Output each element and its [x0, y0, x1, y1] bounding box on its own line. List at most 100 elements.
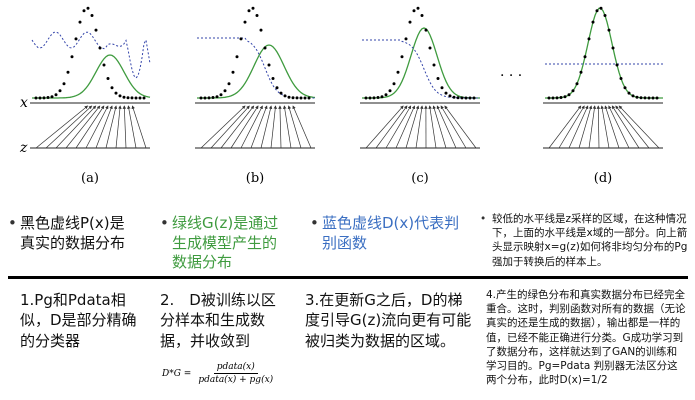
data-dot — [424, 28, 428, 32]
description: 4.产生的绿色分布和真实数据分布已经完全重合。这时，判别函数对所有的数据（无论真… — [486, 289, 686, 387]
mapping-arrow — [75, 105, 105, 149]
mapping-arrow — [127, 105, 137, 149]
data-dot — [142, 96, 146, 100]
data-dot — [275, 86, 279, 90]
data-dot — [295, 96, 299, 100]
data-dot — [428, 46, 432, 50]
data-dot — [472, 96, 476, 100]
formula: D*G = pdata(x) pdata(x) + pg(x) — [162, 362, 276, 385]
data-dot — [235, 55, 239, 59]
mapping-arrow — [292, 105, 312, 149]
data-dot — [303, 96, 307, 100]
note: 蓝色虚线D(x)代表判别函数 — [310, 214, 462, 253]
data-dot — [86, 6, 90, 10]
data-dot — [627, 91, 631, 95]
data-dot — [655, 96, 659, 100]
generator-curve — [545, 7, 663, 99]
mapping-arrow — [115, 105, 122, 149]
generator-curve — [32, 54, 151, 99]
mapping-arrow — [405, 105, 420, 149]
data-dot — [267, 63, 271, 67]
discriminator-curve — [362, 39, 480, 99]
data-dot — [368, 96, 372, 100]
data-dot — [251, 6, 255, 10]
mapping-arrow — [240, 105, 263, 149]
data-dot — [54, 93, 58, 97]
mapping-arrow — [122, 105, 127, 149]
fraction: pdata(x) pdata(x) + pg(x) — [195, 362, 276, 385]
mapping-arrow — [428, 105, 437, 149]
data-dot — [203, 96, 207, 100]
description: 1.Pg和Pdata相似，D是部分精确的分类器 — [20, 291, 137, 350]
data-dot — [412, 9, 416, 13]
data-dot — [46, 96, 50, 99]
data-dot — [623, 86, 627, 90]
mapping-arrow — [568, 105, 589, 149]
mapping-arrow — [131, 105, 147, 149]
panel-label: (c) — [411, 171, 428, 186]
numerator: pdata(x) — [213, 362, 258, 374]
generator-curve — [197, 44, 316, 99]
panel-label: (d) — [594, 171, 612, 186]
mapping-arrow — [604, 105, 620, 149]
description: 3.在更新G之后，D的梯度引导G(z)流向更有可能被归类为数据的区域。 — [305, 291, 472, 350]
ellipsis: · · · — [500, 68, 522, 84]
data-dot — [74, 37, 78, 41]
data-dot — [563, 95, 567, 99]
mapping-arrow — [35, 105, 89, 149]
mapping-arrow — [282, 105, 292, 149]
data-dot — [571, 89, 575, 93]
mapping-arrow — [278, 105, 282, 149]
data-dot — [287, 95, 291, 99]
data-dot — [559, 96, 563, 99]
data-dot — [38, 96, 42, 100]
data-dot — [106, 77, 110, 80]
data-dot — [118, 94, 122, 98]
note: 较低的水平线是z采样的区域，在这种情况下，上面的水平线是x域的一部分。向上箭头显… — [480, 212, 688, 269]
data-dot — [98, 46, 102, 50]
gan-diagram: · · · (a) (b) (c) (d) x z — [19, 6, 663, 186]
mapping-arrow — [558, 105, 585, 149]
mapping-arrow — [287, 105, 302, 149]
data-dot — [460, 96, 464, 100]
mapping-arrow — [105, 105, 118, 149]
data-dot — [263, 46, 267, 50]
data-dot — [380, 95, 384, 99]
data-dot — [551, 96, 555, 100]
data-dot — [639, 96, 643, 100]
data-dot — [215, 95, 219, 99]
data-dot — [114, 91, 118, 95]
data-dot — [444, 91, 448, 95]
mapping-arrow — [385, 105, 412, 149]
data-dot — [643, 96, 647, 100]
note: 绿线G(z)是通过生成模型产生的数据分布 — [160, 214, 290, 273]
data-dot — [440, 86, 444, 90]
data-dot — [122, 95, 126, 99]
data-dot — [90, 14, 94, 17]
mapping-arrow — [596, 105, 601, 149]
data-dot — [138, 96, 142, 100]
data-dot — [243, 20, 247, 24]
data-dot — [199, 96, 203, 100]
mapping-arrow — [440, 105, 467, 149]
data-dot — [299, 96, 303, 100]
data-dot — [555, 96, 559, 100]
data-dot — [291, 96, 295, 100]
data-dot — [420, 14, 424, 17]
data-dot — [436, 77, 440, 80]
data-dot — [207, 96, 211, 100]
mapping-arrow — [611, 105, 640, 149]
data-dot — [247, 9, 251, 13]
mapping-arrow — [375, 105, 408, 149]
data-dot — [396, 70, 400, 74]
data-dot — [587, 37, 591, 41]
divider — [8, 276, 688, 279]
mapping-arrow — [365, 105, 404, 149]
data-dot — [400, 55, 404, 59]
data-dot — [408, 20, 412, 24]
data-dot — [50, 95, 54, 99]
z-axis-label: z — [19, 140, 28, 156]
data-dot — [82, 9, 86, 13]
mapping-arrow — [444, 105, 477, 149]
